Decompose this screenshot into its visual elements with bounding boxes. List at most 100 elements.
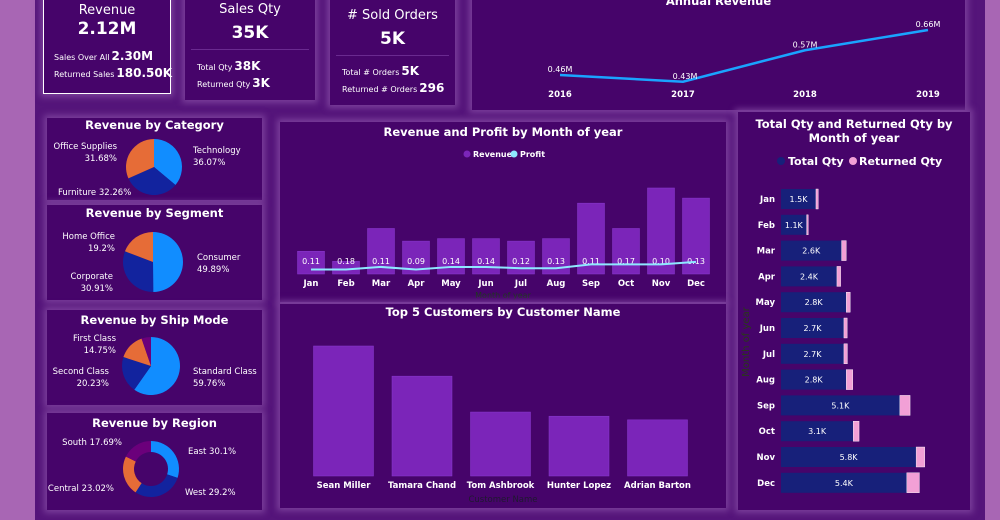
bar-data-label: 2.4K <box>800 272 819 281</box>
revenue-by-region-chart[interactable]: Revenue by Region East 30.1% West 29.2% Ce… <box>47 413 262 510</box>
bar-data-label: 0.13 <box>687 257 705 266</box>
revenue-bar <box>612 228 640 275</box>
sold-orders-kpi-card[interactable]: # Sold Orders 5K Total # Orders 5K Return… <box>330 0 455 105</box>
kpi-title: Sales Qty <box>219 2 281 17</box>
y-tick-label: Nov <box>757 453 776 463</box>
returned-qty-bar <box>846 369 853 390</box>
revenue-by-ship-mode-chart[interactable]: Revenue by Ship Mode Standard Class 59.76… <box>47 310 262 405</box>
month-plot: Revenue Profit 0.11 Jan 0.18 Feb 0.11 Mar 0.09 Ap… <box>297 150 710 300</box>
legend-profit-label: Profit <box>520 150 545 159</box>
x-tick-label: 2017 <box>671 90 695 100</box>
revenue-by-segment-chart[interactable]: Revenue by Segment Consumer 49.89% Corpora… <box>47 205 262 300</box>
revenue-bar <box>647 187 675 275</box>
bar-data-label: 0.17 <box>617 257 635 266</box>
pie-slice <box>122 251 154 292</box>
y-tick-label: Aug <box>756 376 775 386</box>
bar-data-label: 2.8K <box>805 376 824 385</box>
dashboard-canvas: Revenue 2.12M Sales Over All 2.30M Return… <box>35 0 985 520</box>
data-label: 0.57M <box>793 40 818 49</box>
slice-name: Office Supplies <box>54 142 118 152</box>
slice-percent: 23.02% <box>82 484 114 494</box>
data-label: 0.46M <box>548 65 573 74</box>
slice-percent: 49.89% <box>197 265 229 275</box>
bar-data-label: 0.12 <box>512 257 530 266</box>
y-tick-label: Dec <box>757 479 775 489</box>
kpi-row: Total Qty 38K <box>197 59 261 73</box>
customer-bar <box>548 415 610 477</box>
slice-percent: 29.2% <box>209 488 236 498</box>
annual-revenue-chart[interactable]: Annual Revenue 0.46M 2016 0.43M 2017 0.57M 20… <box>472 0 965 110</box>
slice-percent: 20.23% <box>77 379 109 389</box>
slice-name: East <box>188 447 207 457</box>
revenue-by-category-chart[interactable]: Revenue by Category Technology 36.07% Furn… <box>47 118 262 200</box>
x-tick-label: Tom Ashbrook <box>467 481 535 491</box>
total-qty-bar <box>781 421 854 442</box>
bar-data-label: 2.7K <box>803 350 822 359</box>
bar-data-label: 0.14 <box>477 257 495 266</box>
kpi-value: 5K <box>379 29 405 49</box>
bar-data-label: 5.4K <box>835 479 854 488</box>
x-tick-label: Dec <box>687 279 705 289</box>
slice-label: Furniture 32.26% <box>58 188 131 198</box>
kpi-row: Total # Orders 5K <box>342 64 420 78</box>
pie-slice <box>123 456 142 493</box>
returned-qty-bar <box>853 421 860 442</box>
chart-title: Revenue by Region <box>92 416 217 430</box>
annual-revenue-plot: 0.46M 2016 0.43M 2017 0.57M 2018 0.66M 2019 <box>548 20 941 100</box>
pie-slice <box>141 337 151 366</box>
qty-by-month-chart[interactable]: Total Qty and Returned Qty by Month of y… <box>738 112 970 510</box>
x-tick-label: Jan <box>303 279 319 289</box>
total-qty-bar <box>781 369 847 390</box>
total-qty-bar <box>781 447 917 467</box>
revenue-bar <box>297 250 325 275</box>
divider <box>336 55 449 56</box>
pie-slice <box>153 232 184 292</box>
legend-total-qty-marker <box>777 157 785 165</box>
revenue-profit-by-month-chart[interactable]: Revenue and Profit by Month of year Reve… <box>280 122 726 302</box>
legend-total-qty-label: Total Qty <box>788 155 844 168</box>
slice-name: West <box>185 488 207 498</box>
y-tick-label: Jun <box>759 324 775 334</box>
chart-title: Top 5 Customers by Customer Name <box>385 305 621 319</box>
divider <box>191 49 309 50</box>
sales-qty-kpi-card[interactable]: Sales Qty 35K Total Qty 38K Returned Qty 3… <box>185 0 315 100</box>
customer-bar <box>391 375 453 477</box>
slice-name: Consumer <box>197 253 241 263</box>
total-qty-bar <box>781 240 842 261</box>
total-qty-bar <box>781 343 844 364</box>
pie-slice <box>154 139 183 185</box>
top-customers-chart[interactable]: Top 5 Customers by Customer Name Sean Mi… <box>280 304 726 508</box>
total-qty-bar <box>781 318 844 338</box>
y-tick-label: Mar <box>757 247 776 257</box>
legend-revenue-marker <box>463 150 471 158</box>
x-tick-label: Mar <box>372 279 391 289</box>
total-qty-bar <box>781 189 816 209</box>
x-tick-label: Sean Miller <box>317 481 372 491</box>
y-tick-label: Oct <box>759 427 775 437</box>
bar-data-label: 5.8K <box>840 453 859 462</box>
returned-qty-bar <box>899 395 911 416</box>
returned-qty-bar <box>841 240 847 261</box>
x-tick-label: Jun <box>477 279 493 289</box>
x-tick-label: 2019 <box>916 90 940 100</box>
revenue-bar <box>682 197 710 275</box>
kpi-row: Returned # Orders 296 <box>342 81 445 95</box>
slice-name: South <box>62 438 87 448</box>
bar-data-label: 2.8K <box>805 298 824 307</box>
data-label: 0.43M <box>673 72 698 81</box>
segment-pie: Consumer 49.89% Corporate 30.91% Home Office… <box>62 232 241 294</box>
pie-slice <box>121 357 151 390</box>
bar-data-label: 1.5K <box>789 195 808 204</box>
bar-data-label: 5.1K <box>831 401 850 410</box>
customers-plot: Sean Miller Tamara Chand Tom Ashbrook Hunte… <box>313 345 691 505</box>
annual-revenue-line <box>559 28 929 84</box>
x-axis-title: Customer Name <box>468 495 537 505</box>
x-tick-label: 2018 <box>793 90 817 100</box>
revenue-kpi-card[interactable]: Revenue 2.12M Sales Over All 2.30M Return… <box>43 0 172 94</box>
legend-profit-marker <box>510 150 518 158</box>
returned-qty-bar <box>815 188 819 210</box>
profit-line <box>311 260 697 271</box>
bar-data-label: 1.1K <box>785 221 804 230</box>
slice-label: East 30.1% <box>188 447 236 457</box>
kpi-value: 2.12M <box>77 19 137 39</box>
